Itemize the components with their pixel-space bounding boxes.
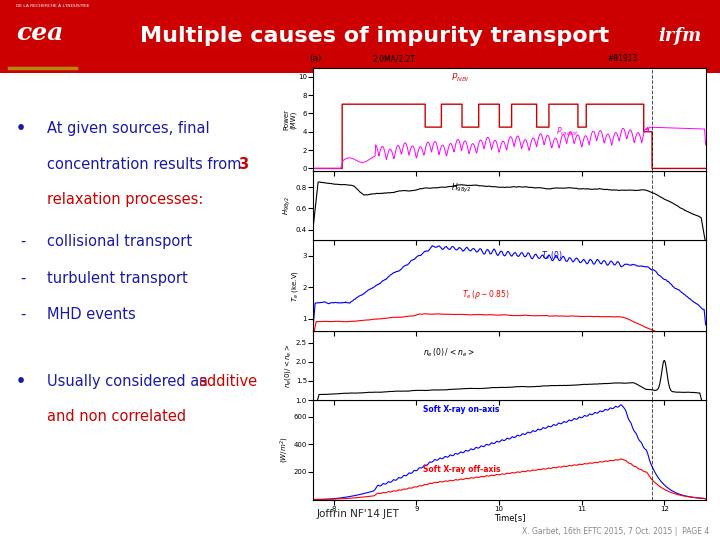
Text: (a): (a): [310, 55, 322, 63]
Text: $H_{98y2}$: $H_{98y2}$: [451, 182, 471, 195]
Text: cea: cea: [16, 21, 63, 45]
Text: Soft X-ray off-axis: Soft X-ray off-axis: [423, 465, 500, 474]
Text: -: -: [20, 271, 25, 286]
Text: X. Garbet, 16th EFTC 2015, 7 Oct. 2015 |  PAGE 4: X. Garbet, 16th EFTC 2015, 7 Oct. 2015 |…: [522, 526, 709, 536]
Text: Soft X-ray on-axis: Soft X-ray on-axis: [423, 405, 500, 414]
Text: •: •: [16, 122, 26, 137]
Text: irfm: irfm: [659, 28, 702, 45]
Text: concentration results from: concentration results from: [47, 157, 246, 172]
Text: DE LA RECHERCHE À L'INDUSTRIE: DE LA RECHERCHE À L'INDUSTRIE: [16, 4, 89, 8]
Text: additive: additive: [198, 374, 257, 389]
Text: and non correlated: and non correlated: [47, 409, 186, 424]
Text: Joffrin NF'14 JET: Joffrin NF'14 JET: [317, 509, 400, 519]
Bar: [0, 0, 720, 73]
Text: $T_e\,(0)$: $T_e\,(0)$: [541, 249, 562, 262]
Text: •: •: [16, 374, 26, 389]
Text: turbulent transport: turbulent transport: [47, 271, 187, 286]
Text: MHD events: MHD events: [47, 307, 135, 322]
X-axis label: Time[s]: Time[s]: [494, 513, 525, 522]
Text: $T_e\,(\rho{\sim}0.85)$: $T_e\,(\rho{\sim}0.85)$: [462, 287, 510, 301]
Text: $P_{radtot}$: $P_{radtot}$: [557, 126, 580, 138]
Text: relaxation processes:: relaxation processes:: [47, 192, 203, 207]
Text: -: -: [20, 307, 25, 322]
Text: Usually considered as: Usually considered as: [47, 374, 212, 389]
Y-axis label: $(W/m^2)$: $(W/m^2)$: [279, 436, 291, 463]
Text: $n_e\,(0)\,/\,<n_e>$: $n_e\,(0)\,/\,<n_e>$: [423, 346, 475, 359]
Y-axis label: $H_{98y2}$: $H_{98y2}$: [282, 196, 293, 215]
Text: -: -: [20, 234, 25, 249]
Text: collisional transport: collisional transport: [47, 234, 192, 249]
Y-axis label: Power
(MW): Power (MW): [283, 109, 297, 130]
Text: At given sources, final: At given sources, final: [47, 122, 210, 137]
Text: #81913: #81913: [608, 55, 638, 63]
Text: 2.0MA/2.2T: 2.0MA/2.2T: [372, 55, 415, 63]
Text: $P_{NBI}$: $P_{NBI}$: [451, 72, 469, 84]
Text: Multiple causes of impurity transport: Multiple causes of impurity transport: [140, 26, 609, 46]
Y-axis label: $n_e(0)/<n_e>$: $n_e(0)/<n_e>$: [283, 343, 293, 388]
Text: 3: 3: [238, 157, 248, 172]
Y-axis label: $T_e$ (ke.V): $T_e$ (ke.V): [289, 269, 300, 302]
